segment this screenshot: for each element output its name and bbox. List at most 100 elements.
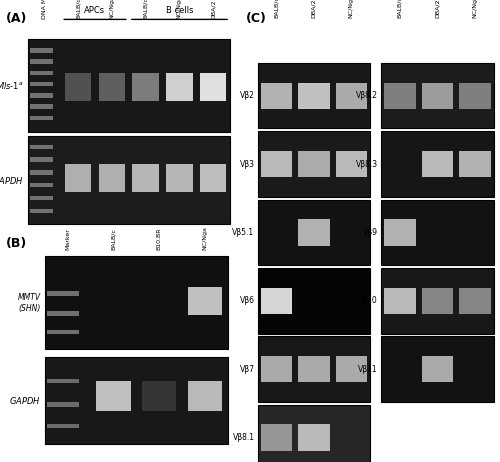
Bar	[381, 200, 494, 265]
Text: Vβ11: Vβ11	[358, 365, 378, 374]
Bar	[166, 164, 192, 193]
Bar	[200, 164, 226, 193]
Bar	[188, 287, 222, 315]
Text: BALB/c: BALB/c	[143, 0, 148, 19]
Bar	[30, 59, 53, 64]
Text: (A): (A)	[6, 12, 28, 24]
Bar	[381, 63, 494, 128]
Text: NC/Nga: NC/Nga	[349, 0, 354, 18]
Bar	[65, 164, 92, 193]
Bar	[45, 256, 228, 349]
Text: Vβ9: Vβ9	[363, 228, 378, 237]
Bar	[260, 83, 292, 109]
Bar	[30, 196, 53, 201]
Text: BALB/c: BALB/c	[397, 0, 402, 18]
Bar	[28, 136, 230, 224]
Text: $GAPDH$: $GAPDH$	[9, 395, 41, 406]
Bar	[260, 425, 292, 450]
Text: (C): (C)	[246, 12, 267, 24]
Text: NC/Nga: NC/Nga	[177, 0, 182, 19]
Text: DBA/2: DBA/2	[311, 0, 316, 18]
Bar	[298, 219, 330, 245]
Bar	[30, 116, 53, 120]
Bar	[47, 330, 79, 334]
Bar	[381, 131, 494, 197]
Bar	[47, 402, 79, 407]
Bar	[258, 268, 370, 334]
Bar	[166, 73, 192, 101]
Bar	[381, 336, 494, 402]
Text: DNA Marker: DNA Marker	[42, 0, 47, 19]
Bar	[459, 83, 490, 109]
Bar	[30, 71, 53, 75]
Bar	[260, 151, 292, 177]
Text: DBA/2: DBA/2	[435, 0, 440, 18]
Bar	[30, 104, 53, 109]
Bar	[258, 405, 370, 462]
Bar	[384, 288, 416, 314]
Text: $Mls$-$1^a$: $Mls$-$1^a$	[0, 80, 24, 91]
Bar	[260, 356, 292, 382]
Bar	[98, 73, 125, 101]
Bar	[98, 164, 125, 193]
Bar	[422, 83, 453, 109]
Text: Vβ8.1: Vβ8.1	[232, 433, 254, 442]
Bar	[298, 425, 330, 450]
Bar	[298, 83, 330, 109]
Text: NC/Nga: NC/Nga	[472, 0, 477, 18]
Bar	[28, 39, 230, 132]
Bar	[258, 63, 370, 128]
Bar	[200, 73, 226, 101]
Text: Vβ2: Vβ2	[240, 91, 254, 100]
Text: (B): (B)	[6, 237, 27, 249]
Text: Vβ8.2: Vβ8.2	[356, 91, 378, 100]
Bar	[30, 170, 53, 175]
Bar	[30, 145, 53, 149]
Text: Vβ6: Vβ6	[240, 296, 254, 305]
Text: B cells: B cells	[166, 6, 193, 15]
Text: Vβ8.3: Vβ8.3	[356, 159, 378, 169]
Bar	[47, 379, 79, 383]
Bar	[260, 288, 292, 314]
Bar	[30, 48, 53, 53]
Bar	[45, 357, 228, 444]
Text: MMTV
(SHN): MMTV (SHN)	[18, 292, 41, 313]
Bar	[30, 93, 53, 97]
Bar	[30, 183, 53, 188]
Text: NC/Nga: NC/Nga	[202, 226, 207, 250]
Bar	[384, 83, 416, 109]
Text: BALB/c: BALB/c	[111, 229, 116, 250]
Bar	[258, 131, 370, 197]
Bar	[258, 336, 370, 402]
Bar	[47, 291, 79, 296]
Text: BALB/c: BALB/c	[274, 0, 279, 18]
Bar	[336, 356, 367, 382]
Text: $GAPDH$: $GAPDH$	[0, 175, 24, 186]
Bar	[422, 356, 453, 382]
Bar	[381, 268, 494, 334]
Text: APCs: APCs	[84, 6, 105, 15]
Text: BALB/c: BALB/c	[76, 0, 80, 19]
Bar	[422, 288, 453, 314]
Bar	[96, 381, 130, 411]
Text: Vβ10: Vβ10	[358, 296, 378, 305]
Bar	[258, 200, 370, 265]
Bar	[65, 73, 92, 101]
Bar	[336, 151, 367, 177]
Text: Marker: Marker	[66, 229, 70, 250]
Bar	[47, 311, 79, 316]
Bar	[422, 151, 453, 177]
Bar	[47, 424, 79, 428]
Text: Vβ3: Vβ3	[240, 159, 254, 169]
Bar	[384, 219, 416, 245]
Text: B10.BR: B10.BR	[156, 228, 162, 250]
Bar	[30, 158, 53, 162]
Bar	[459, 151, 490, 177]
Bar	[30, 209, 53, 213]
Bar	[142, 381, 176, 411]
Text: NC/Nga: NC/Nga	[110, 0, 114, 19]
Bar	[132, 73, 159, 101]
Bar	[132, 164, 159, 193]
Bar	[459, 288, 490, 314]
Bar	[298, 356, 330, 382]
